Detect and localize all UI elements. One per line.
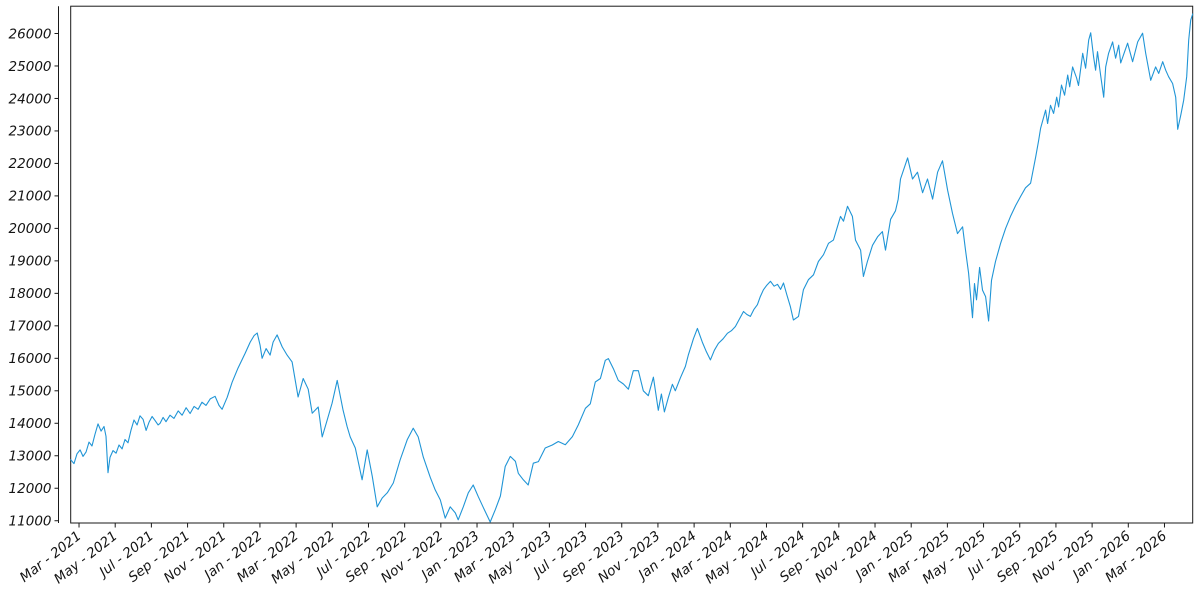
y-tick-label: 16000 <box>9 351 52 367</box>
y-tick-label: 12000 <box>9 481 52 497</box>
y-tick-label: 26000 <box>9 26 52 42</box>
y-tick-label: 15000 <box>9 384 52 400</box>
y-tick-label: 25000 <box>9 59 52 75</box>
y-tick-label: 21000 <box>9 189 52 205</box>
y-tick-label: 14000 <box>9 416 52 432</box>
plot-frame <box>70 5 1194 524</box>
y-tick-label: 19000 <box>9 254 52 270</box>
y-tick-label: 18000 <box>9 286 52 302</box>
y-tick-label: 22000 <box>9 156 52 172</box>
y-tick-label: 11000 <box>9 514 52 530</box>
y-tick-label: 13000 <box>9 449 52 465</box>
y-tick-label: 24000 <box>9 91 52 107</box>
y-tick-label: 17000 <box>9 319 52 335</box>
data-line-index-value <box>70 13 1194 523</box>
y-tick-label: 20000 <box>9 221 52 237</box>
y-tick-label: 23000 <box>9 124 52 140</box>
